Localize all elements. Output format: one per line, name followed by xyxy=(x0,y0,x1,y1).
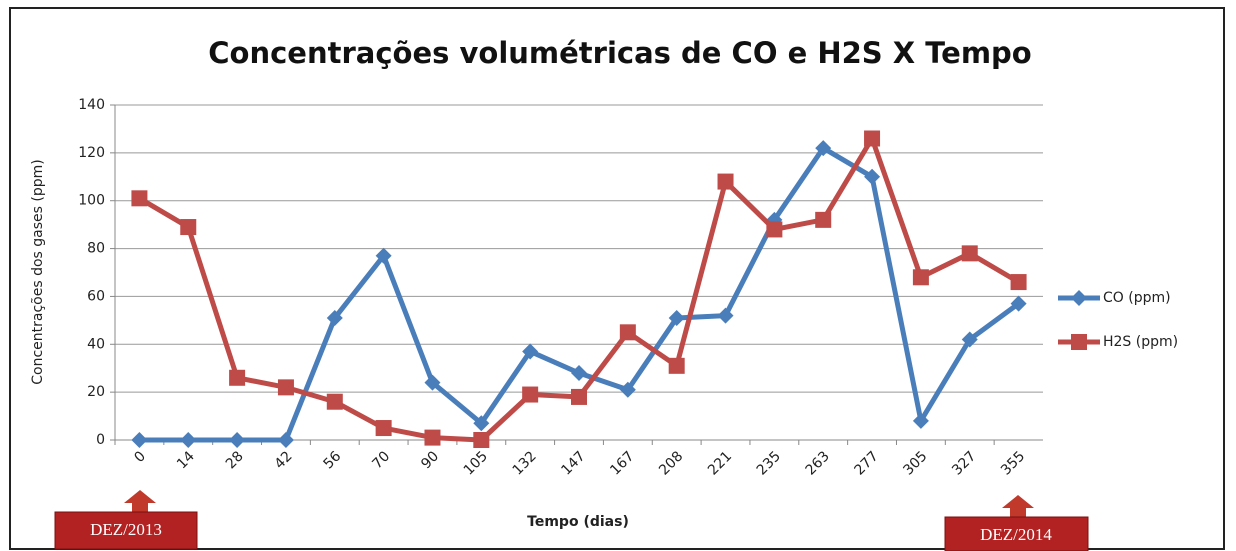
y-tick-label: 100 xyxy=(78,193,105,209)
y-axis-label: Concentrações dos gases (ppm) xyxy=(30,159,46,385)
marker xyxy=(1010,295,1027,312)
marker xyxy=(229,432,246,448)
marker xyxy=(864,168,881,185)
marker xyxy=(473,415,490,432)
marker xyxy=(961,245,978,262)
marker xyxy=(912,412,929,429)
marker xyxy=(815,211,832,228)
marker xyxy=(277,379,294,396)
marker xyxy=(619,324,636,341)
marker xyxy=(668,309,685,326)
marker xyxy=(326,393,343,410)
marker xyxy=(424,374,441,391)
marker xyxy=(180,219,197,236)
marker xyxy=(668,357,685,374)
marker xyxy=(375,247,392,264)
marker xyxy=(717,307,734,324)
marker xyxy=(424,429,441,446)
chart-title: Concentrações volumétricas de CO e H2S X… xyxy=(208,36,1031,70)
marker xyxy=(961,331,978,348)
marker xyxy=(326,309,343,326)
marker xyxy=(571,388,587,405)
annotation: DEZ/2014 xyxy=(980,525,1052,544)
annotation-box xyxy=(944,516,1089,551)
marker xyxy=(619,381,636,398)
y-tick-label: 60 xyxy=(87,288,105,304)
legend-marker xyxy=(1071,290,1087,306)
legend-label: H2S (ppm) xyxy=(1103,334,1178,350)
marker xyxy=(571,365,587,381)
annotation: DEZ/2013 xyxy=(90,520,162,539)
marker xyxy=(131,190,148,207)
arrow xyxy=(124,490,156,512)
marker xyxy=(1010,274,1027,291)
marker xyxy=(522,343,539,360)
y-tick-label: 0 xyxy=(96,432,105,448)
arrow xyxy=(1002,495,1034,517)
marker xyxy=(229,369,246,386)
y-tick-label: 40 xyxy=(87,336,105,352)
marker xyxy=(815,140,832,157)
y-tick-label: 20 xyxy=(87,384,105,400)
annotation-left: DEZ/2013 xyxy=(54,490,198,550)
annotation-right: DEZ/2014 xyxy=(944,495,1089,551)
marker xyxy=(912,269,929,286)
marker xyxy=(277,432,294,448)
annotation-box xyxy=(54,511,198,550)
marker xyxy=(864,130,881,147)
marker xyxy=(766,221,783,238)
marker xyxy=(717,173,734,190)
legend-marker xyxy=(1071,334,1087,350)
y-tick-label: 140 xyxy=(78,97,105,113)
legend-label: CO (ppm) xyxy=(1103,290,1171,306)
marker xyxy=(375,420,392,437)
x-axis-label: Tempo (dias) xyxy=(527,514,629,530)
marker xyxy=(180,432,197,448)
y-tick-label: 80 xyxy=(87,241,105,257)
y-tick-label: 120 xyxy=(78,145,105,161)
marker xyxy=(522,386,539,403)
marker xyxy=(131,432,148,448)
marker xyxy=(473,432,490,448)
